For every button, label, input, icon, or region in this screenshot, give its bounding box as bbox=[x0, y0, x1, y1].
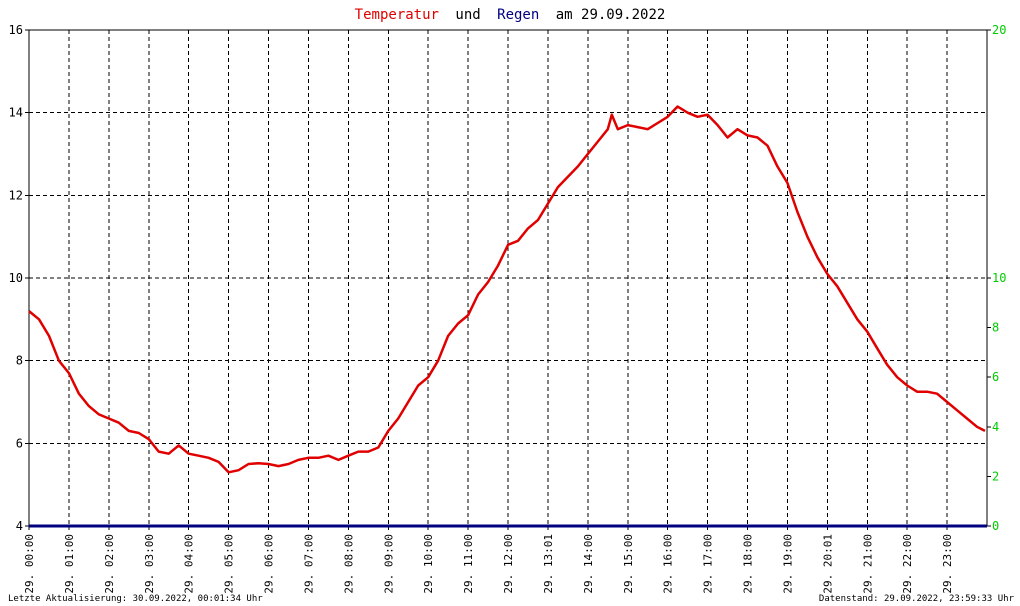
x-tick-label: 29. 06:00 bbox=[263, 534, 276, 594]
x-tick-label: 29. 15:00 bbox=[622, 534, 635, 594]
x-tick-label: 29. 08:00 bbox=[342, 534, 355, 594]
footer-last-update: Letzte Aktualisierung: 30.09.2022, 00:01… bbox=[8, 594, 263, 604]
x-tick-label: 29. 19:00 bbox=[781, 534, 794, 594]
x-tick-label: 29. 20:01 bbox=[821, 534, 834, 594]
x-tick-label: 29. 01:00 bbox=[63, 534, 76, 594]
x-tick-label: 29. 21:00 bbox=[861, 534, 874, 594]
x-tick-label: 29. 16:00 bbox=[662, 534, 675, 594]
x-tick-label: 29. 04:00 bbox=[183, 534, 196, 594]
right-tick-label: 2 bbox=[992, 469, 999, 483]
x-tick-label: 29. 02:00 bbox=[103, 534, 116, 594]
left-tick-label: 4 bbox=[16, 519, 23, 533]
x-tick-label: 29. 05:00 bbox=[223, 534, 236, 594]
x-tick-label: 29. 12:00 bbox=[502, 534, 515, 594]
left-tick-label: 6 bbox=[16, 436, 23, 450]
x-tick-label: 29. 07:00 bbox=[302, 534, 315, 594]
right-tick-label: 6 bbox=[992, 370, 999, 384]
left-tick-label: 10 bbox=[9, 271, 23, 285]
right-axis-ticks: 0 2 4 6 8 10 20 bbox=[987, 23, 1006, 533]
left-axis-ticks: 4 6 8 10 12 14 16 bbox=[9, 23, 29, 533]
grid-lines bbox=[29, 30, 987, 526]
left-tick-label: 8 bbox=[16, 354, 23, 368]
x-tick-label: 29. 23:00 bbox=[941, 534, 954, 594]
chart-title: Temperatur und Regen am 29.09.2022 bbox=[355, 7, 666, 23]
x-axis-ticks: 29. 00:00 29. 01:00 29. 02:00 29. 03:00 29. … bbox=[23, 526, 954, 594]
left-tick-label: 16 bbox=[9, 23, 23, 37]
series-line-temperatur bbox=[28, 105, 986, 474]
x-tick-label: 29. 13:01 bbox=[542, 534, 555, 594]
series bbox=[28, 105, 987, 528]
x-tick-label: 29. 00:00 bbox=[23, 534, 36, 594]
chart-title-temperatur: Temperatur bbox=[355, 7, 439, 23]
right-tick-label: 0 bbox=[992, 519, 999, 533]
x-tick-label: 29. 14:00 bbox=[582, 534, 595, 594]
right-tick-label: 20 bbox=[992, 23, 1006, 37]
right-tick-label: 8 bbox=[992, 321, 999, 335]
footer-data-status: Datenstand: 29.09.2022, 23:59:33 Uhr bbox=[819, 594, 1015, 604]
chart-title-date: am 29.09.2022 bbox=[556, 7, 666, 23]
x-tick-label: 29. 17:00 bbox=[702, 534, 715, 594]
x-tick-label: 29. 22:00 bbox=[901, 534, 914, 594]
right-tick-label: 10 bbox=[992, 271, 1006, 285]
left-tick-label: 12 bbox=[9, 188, 23, 202]
x-tick-label: 29. 11:00 bbox=[462, 534, 475, 594]
x-tick-label: 29. 10:00 bbox=[422, 534, 435, 594]
x-tick-label: 29. 09:00 bbox=[382, 534, 395, 594]
x-tick-label: 29. 18:00 bbox=[742, 534, 755, 594]
x-tick-label: 29. 03:00 bbox=[143, 534, 156, 594]
chart-title-regen: Regen bbox=[497, 7, 539, 23]
left-tick-label: 14 bbox=[9, 106, 23, 120]
right-tick-label: 4 bbox=[992, 420, 999, 434]
chart-title-und: und bbox=[455, 7, 480, 23]
